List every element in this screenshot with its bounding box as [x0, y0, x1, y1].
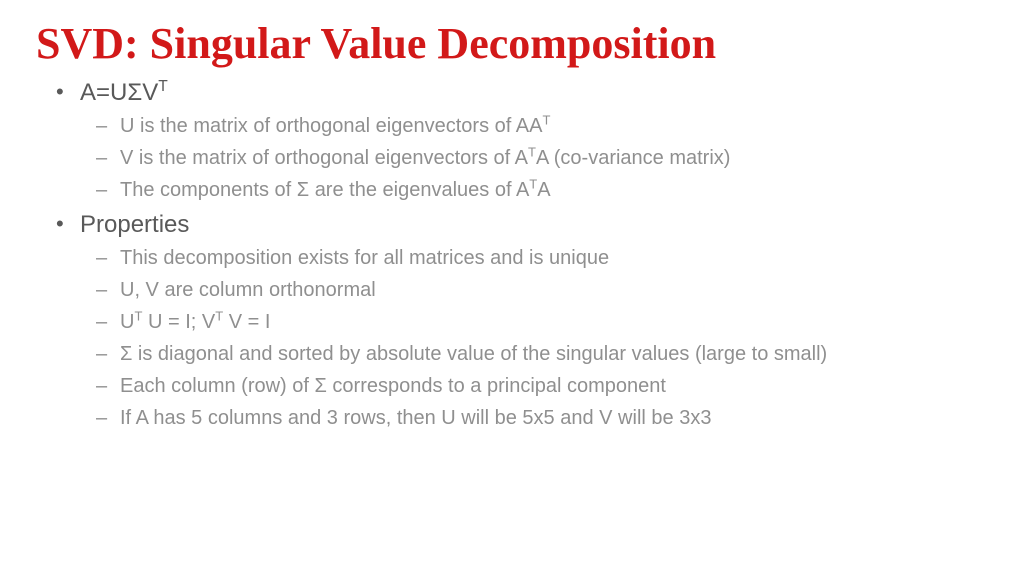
- slide-title: SVD: Singular Value Decomposition: [36, 18, 988, 69]
- bullet-level1-label: A=UΣVT: [80, 79, 168, 106]
- bullet-level2: If A has 5 columns and 3 rows, then U wi…: [120, 405, 988, 431]
- bullet-level2: U, V are column orthonormal: [120, 277, 988, 303]
- bullet-sublist: This decomposition exists for all matric…: [80, 245, 988, 431]
- bullet-level2: Each column (row) of Σ corresponds to a …: [120, 373, 988, 399]
- bullet-sublist: U is the matrix of orthogonal eigenvecto…: [80, 113, 988, 203]
- bullet-level2: U is the matrix of orthogonal eigenvecto…: [120, 113, 988, 139]
- bullet-level2: The components of Σ are the eigenvalues …: [120, 177, 988, 203]
- bullet-level2: Σ is diagonal and sorted by absolute val…: [120, 341, 988, 367]
- bullet-level1-label: Properties: [80, 211, 189, 238]
- bullet-level2: This decomposition exists for all matric…: [120, 245, 988, 271]
- bullet-level2: UT U = I; VT V = I: [120, 309, 988, 335]
- bullet-list: A=UΣVT U is the matrix of orthogonal eige…: [36, 79, 988, 431]
- bullet-level1: A=UΣVT U is the matrix of orthogonal eige…: [80, 79, 988, 203]
- slide: SVD: Singular Value Decomposition A=UΣVT…: [0, 0, 1024, 576]
- bullet-level2: V is the matrix of orthogonal eigenvecto…: [120, 145, 988, 171]
- bullet-level1: Properties This decomposition exists for …: [80, 211, 988, 431]
